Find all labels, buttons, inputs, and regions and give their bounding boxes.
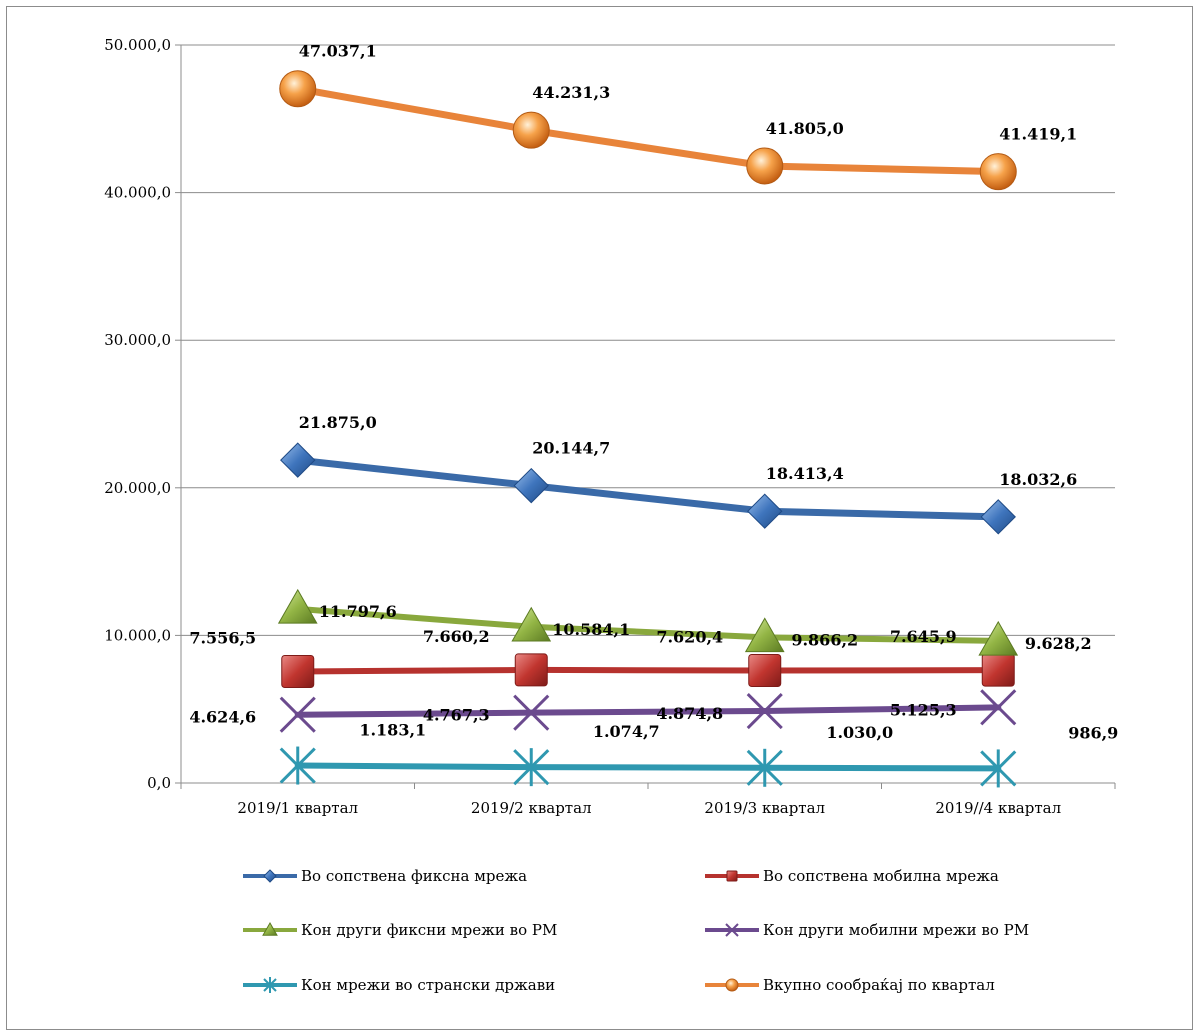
data-label: 4.874,8: [656, 704, 723, 723]
data-point: [748, 654, 782, 688]
x-tick-label: 2019//4 квартал: [935, 799, 1061, 817]
legend-label: Кон други мобилни мрежи во РМ: [763, 921, 1029, 939]
data-label: 4.767,3: [423, 706, 490, 725]
y-tick-label: 30.000,0: [104, 331, 171, 349]
y-tick-label: 10.000,0: [104, 626, 171, 644]
data-label: 41.419,1: [999, 125, 1077, 144]
data-point: [747, 493, 783, 529]
series-line: [294, 704, 1002, 718]
data-point: [746, 692, 783, 730]
legend-marker: [262, 921, 278, 936]
y-tick-label: 0,0: [147, 774, 171, 792]
data-label: 44.231,3: [532, 83, 610, 102]
series-3: [279, 689, 1017, 733]
legend-label: Во сопствена мобилна мрежа: [763, 867, 999, 885]
data-point: [277, 588, 318, 624]
data-point: [979, 153, 1017, 191]
data-point: [981, 653, 1015, 687]
legend-marker: [263, 977, 277, 993]
line-chart: 0,0 10.000,0 20.000,0 30.000,0 40.000,0 50.00…: [104, 36, 1118, 994]
legend-marker: [725, 923, 739, 937]
series-line: [294, 762, 1002, 772]
data-point: [980, 499, 1016, 535]
series-line: [294, 666, 1002, 675]
legend-marker: [726, 870, 738, 882]
data-point: [980, 749, 1017, 788]
data-label: 9.628,2: [1025, 634, 1092, 653]
data-point: [279, 70, 317, 108]
data-point: [281, 654, 315, 688]
series-2: [277, 588, 1019, 656]
data-label: 986,9: [1068, 723, 1118, 742]
data-point: [978, 620, 1019, 656]
data-label: 5.125,3: [890, 700, 957, 719]
data-label: 4.624,6: [189, 708, 256, 727]
data-label: 1.030,0: [826, 723, 893, 742]
series-line: [294, 85, 1002, 176]
data-label: 21.875,0: [299, 413, 377, 432]
legend-item: Во сопствена мобилна мрежа: [705, 867, 999, 885]
data-point: [513, 694, 550, 731]
data-label: 41.805,0: [766, 119, 844, 138]
data-point: [511, 606, 552, 642]
series-line: [294, 605, 1002, 644]
data-label: 18.413,4: [766, 464, 844, 483]
x-tick-label: 2019/1 квартал: [237, 799, 358, 817]
data-point: [279, 696, 316, 733]
legend: Во сопствена фиксна мрежа Во сопствена мо…: [243, 867, 1029, 994]
y-tick-label: 50.000,0: [104, 36, 171, 54]
data-point: [746, 147, 784, 185]
data-point: [980, 689, 1017, 726]
data-label: 1.074,7: [593, 722, 660, 741]
legend-item: Во сопствена фиксна мрежа: [243, 867, 527, 885]
legend-item: Кон други фиксни мрежи во РМ: [243, 921, 557, 939]
legend-label: Кон мрежи во странски држави: [301, 976, 555, 994]
data-label: 47.037,1: [299, 42, 377, 61]
data-label: 11.797,6: [319, 602, 397, 621]
data-point: [514, 653, 548, 687]
data-label: 9.866,2: [791, 630, 858, 649]
data-point: [512, 111, 550, 149]
data-point: [513, 467, 549, 504]
legend-item: Кон мрежи во странски држави: [243, 976, 555, 994]
chart-frame: 0,0 10.000,0 20.000,0 30.000,0 40.000,0 50.00…: [6, 6, 1193, 1030]
data-label: 18.032,6: [999, 470, 1077, 489]
legend-label: Вкупно сообраќај по квартал: [763, 976, 995, 994]
data-labels-layer: 21.875,0 20.144,7 18.413,4 18.032,6 7.556,5 7…: [189, 42, 1118, 743]
data-label: 7.620,4: [656, 628, 723, 647]
data-label: 20.144,7: [532, 439, 610, 458]
legend-item: Кон други мобилни мрежи во РМ: [705, 921, 1029, 939]
x-tick-label: 2019/3 квартал: [704, 799, 825, 817]
gridlines: [181, 44, 1115, 636]
legend-marker: [725, 978, 739, 992]
data-label: 7.556,5: [189, 628, 256, 647]
axes: 0,0 10.000,0 20.000,0 30.000,0 40.000,0 50.00…: [104, 36, 1116, 817]
series-0: [280, 442, 1016, 535]
legend-label: Во сопствена фиксна мрежа: [301, 867, 527, 885]
data-point: [746, 748, 783, 787]
series-4: [279, 746, 1017, 788]
y-tick-label: 20.000,0: [104, 479, 171, 497]
series-line: [294, 456, 1002, 521]
legend-marker: [263, 869, 277, 883]
data-label: 7.660,2: [423, 627, 490, 646]
data-label: 1.183,1: [359, 721, 426, 740]
data-point: [744, 617, 785, 653]
series-5: [279, 70, 1017, 191]
x-tick-label: 2019/2 квартал: [471, 799, 592, 817]
data-label: 7.645,9: [890, 627, 957, 646]
data-point: [280, 442, 316, 478]
series-1: [281, 653, 1015, 688]
legend-item: Вкупно сообраќај по квартал: [705, 976, 995, 994]
data-point: [513, 748, 550, 787]
data-label: 10.584,1: [552, 620, 630, 639]
series-layer: [277, 70, 1019, 788]
legend-label: Кон други фиксни мрежи во РМ: [301, 921, 557, 939]
y-tick-label: 40.000,0: [104, 184, 171, 202]
data-point: [279, 746, 316, 785]
